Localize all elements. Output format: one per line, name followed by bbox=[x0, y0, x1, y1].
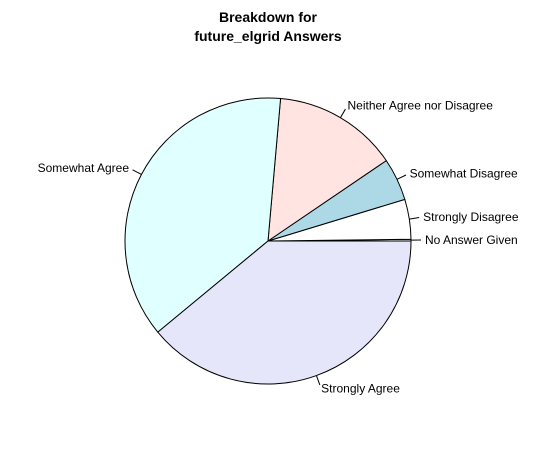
pie-label-somewhat-disagree: Somewhat Disagree bbox=[410, 166, 518, 180]
pie-label-somewhat-agree: Somewhat Agree bbox=[38, 161, 130, 175]
pie-label-tick-somewhat-agree bbox=[132, 169, 142, 175]
pie-labels: No Answer Given Strongly Disagree Somewhat… bbox=[38, 99, 519, 396]
pie-label-no-answer-given: No Answer Given bbox=[425, 233, 518, 247]
pie-label-tick-somewhat-disagree bbox=[396, 174, 407, 180]
pie-label-tick-strongly-agree bbox=[315, 375, 321, 386]
pie-label-strongly-agree: Strongly Agree bbox=[321, 382, 400, 396]
chart-title-line-2: future_elgrid Answers bbox=[194, 28, 342, 44]
chart-title-line-1: Breakdown for bbox=[219, 9, 318, 25]
pie-label-neither-agree-nor-disagree: Neither Agree nor Disagree bbox=[347, 99, 493, 113]
pie-slice-somewhat-agree bbox=[124, 97, 282, 333]
pie-label-strongly-disagree: Strongly Disagree bbox=[423, 210, 519, 224]
pie-slices bbox=[124, 97, 412, 385]
pie-slice-strongly-agree bbox=[157, 240, 412, 385]
pie-label-tick-strongly-disagree bbox=[409, 217, 420, 220]
pie-slice-neither-agree-nor-disagree bbox=[267, 98, 387, 243]
pie-label-tick-neither-agree-nor-disagree bbox=[339, 108, 346, 118]
